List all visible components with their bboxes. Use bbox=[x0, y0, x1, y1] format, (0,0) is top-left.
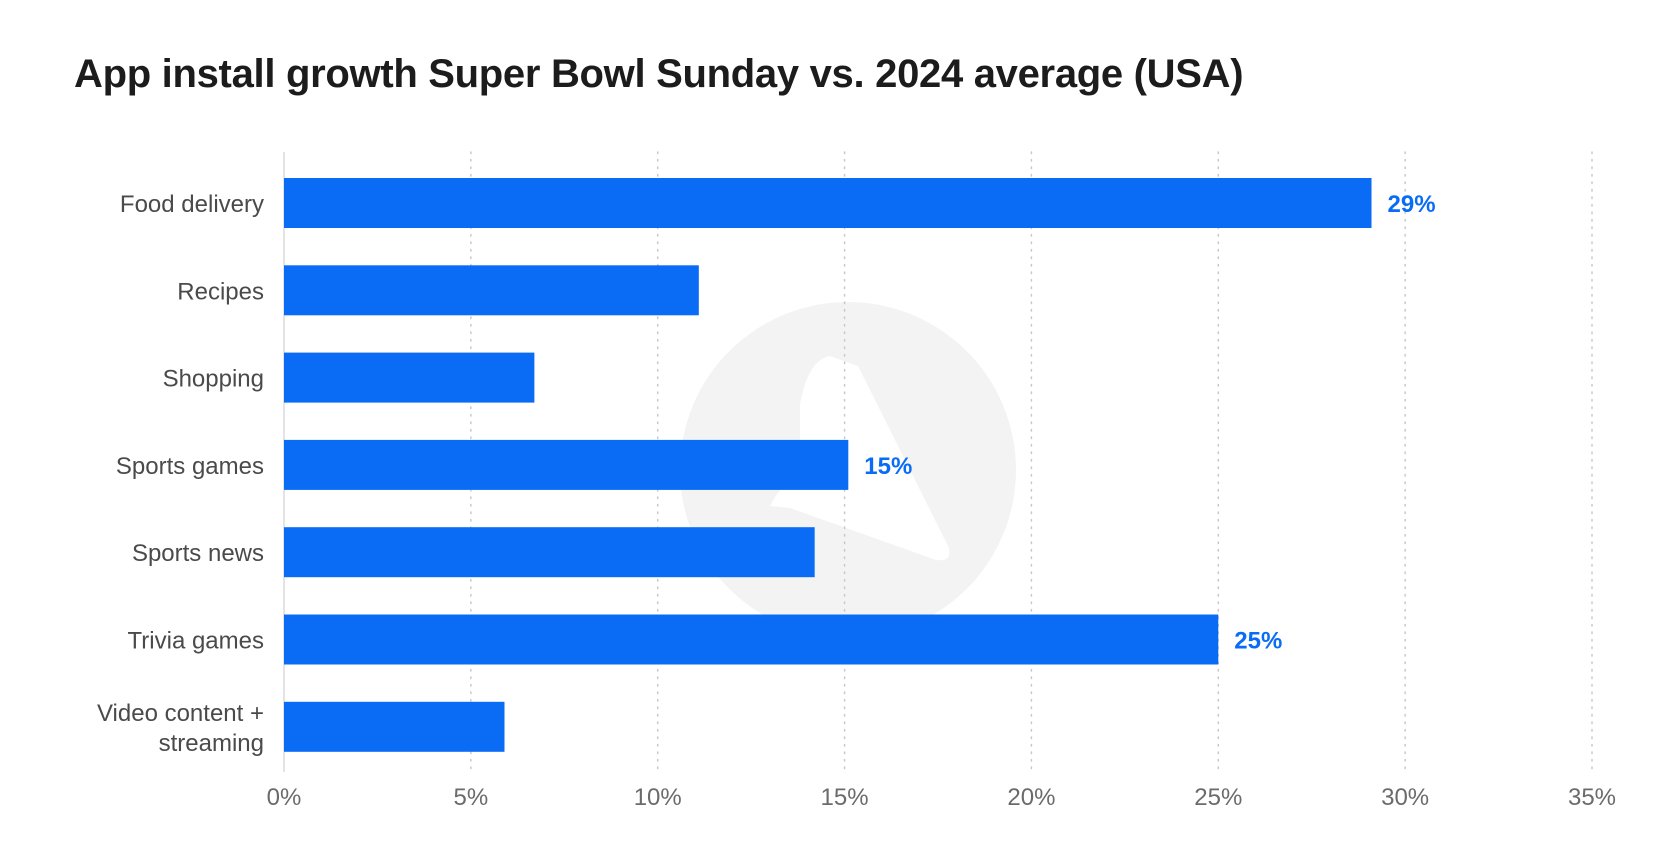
data-label-food-delivery: 29% bbox=[1388, 191, 1436, 218]
x-tick-label-35pct: 35% bbox=[1568, 784, 1616, 811]
bar-sports-news bbox=[284, 527, 815, 578]
x-tick-label-15pct: 15% bbox=[821, 784, 869, 811]
category-label-trivia-games: Trivia games bbox=[128, 628, 264, 655]
category-label-sports-games: Sports games bbox=[116, 453, 264, 480]
bar-shopping bbox=[284, 352, 535, 403]
x-tick-labels: 0% 5% 10% 15% 20% 25% 30% 35% bbox=[267, 784, 1616, 811]
category-label-recipes: Recipes bbox=[177, 278, 264, 305]
bar-video-content-streaming bbox=[284, 701, 505, 752]
x-tick-label-0pct: 0% bbox=[267, 784, 302, 811]
bar-recipes bbox=[284, 265, 699, 316]
category-label-sports-news: Sports news bbox=[132, 540, 264, 567]
x-tick-label-5pct: 5% bbox=[454, 784, 489, 811]
bars bbox=[284, 178, 1372, 752]
category-label-shopping: Shopping bbox=[163, 366, 264, 393]
chart-title: App install growth Super Bowl Sunday vs.… bbox=[74, 52, 1244, 96]
bar-food-delivery bbox=[284, 178, 1372, 228]
bar-sports-games bbox=[284, 439, 849, 490]
data-label-trivia-games: 25% bbox=[1234, 628, 1282, 655]
x-tick-label-20pct: 20% bbox=[1007, 784, 1055, 811]
x-tick-label-10pct: 10% bbox=[634, 784, 682, 811]
x-tick-label-30pct: 30% bbox=[1381, 784, 1429, 811]
category-label-food-delivery: Food delivery bbox=[120, 191, 264, 218]
category-labels: Food delivery Recipes Shopping Sports games… bbox=[97, 191, 264, 757]
x-tick-label-25pct: 25% bbox=[1194, 784, 1242, 811]
data-label-sports-games: 15% bbox=[864, 453, 912, 480]
data-labels: 29% 15% 25% bbox=[864, 191, 1435, 655]
bar-trivia-games bbox=[284, 614, 1219, 665]
category-label-video-content-streaming-line-1: Video content + bbox=[97, 700, 264, 727]
category-label-video-content-streaming-line-2: streaming bbox=[159, 730, 264, 757]
